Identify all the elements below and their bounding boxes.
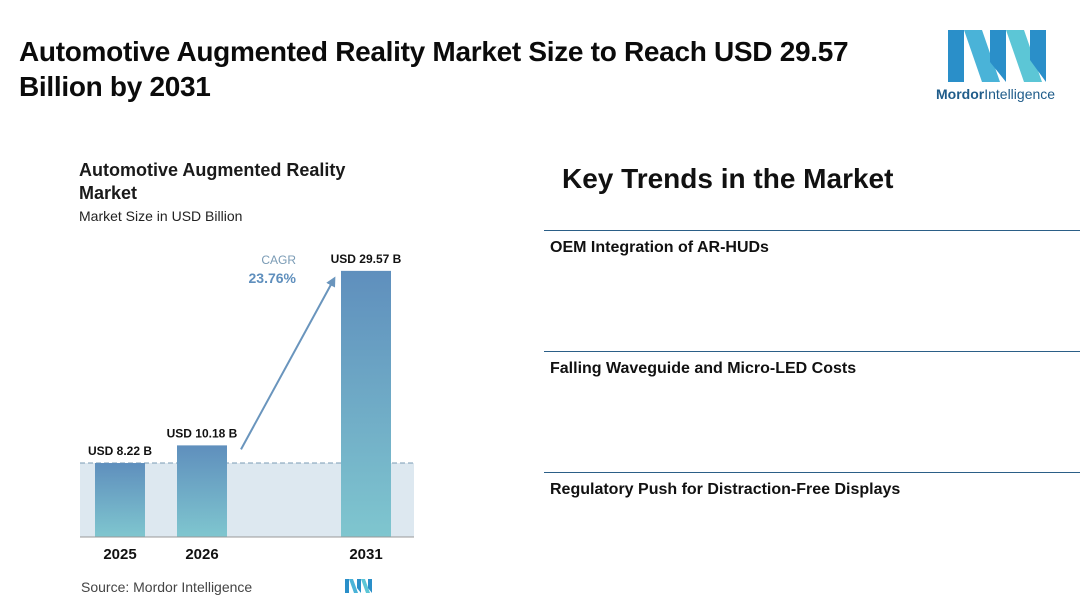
chart-source: Source: Mordor Intelligence bbox=[81, 579, 253, 595]
trend-label: OEM Integration of AR-HUDs bbox=[550, 239, 769, 256]
source-logo-icon bbox=[345, 579, 372, 593]
trend-item-1: OEM Integration of AR-HUDs bbox=[544, 230, 1080, 257]
trend-label: Regulatory Push for Distraction-Free Dis… bbox=[550, 481, 901, 498]
x-tick-2031: 2031 bbox=[349, 546, 382, 563]
page-headline: Automotive Augmented Reality Market Size… bbox=[19, 36, 849, 102]
data-label-2026: USD 10.18 B bbox=[167, 426, 238, 440]
bar-2031 bbox=[341, 270, 391, 537]
x-tick-2026: 2026 bbox=[185, 546, 218, 563]
data-label-2031: USD 29.57 B bbox=[331, 252, 402, 266]
trend-item-3: Regulatory Push for Distraction-Free Dis… bbox=[544, 472, 1080, 499]
mordor-intelligence-logo bbox=[948, 30, 1046, 82]
trends-title: Key Trends in the Market bbox=[562, 163, 894, 194]
bar-2025 bbox=[95, 463, 145, 537]
cagr-value: 23.76% bbox=[249, 270, 297, 286]
x-tick-2025: 2025 bbox=[103, 546, 136, 563]
trend-item-2: Falling Waveguide and Micro-LED Costs bbox=[544, 351, 1080, 378]
trend-label: Falling Waveguide and Micro-LED Costs bbox=[550, 360, 857, 377]
cagr-label: CAGR bbox=[261, 253, 296, 267]
bar-2026 bbox=[177, 445, 227, 537]
bar-chart: USD 8.22 B 2025 USD 10.18 B 2026 USD 29.57 B… bbox=[80, 252, 414, 563]
chart-title: Automotive Augmented Reality Market bbox=[79, 160, 346, 203]
logo-wordmark: MordorIntelligence bbox=[936, 86, 1055, 102]
logo-word-intelligence: Intelligence bbox=[984, 86, 1056, 102]
data-label-2025: USD 8.22 B bbox=[88, 444, 152, 458]
logo-word-mordor: Mordor bbox=[936, 86, 985, 102]
chart-subtitle: Market Size in USD Billion bbox=[79, 208, 243, 224]
cagr-arrow bbox=[240, 276, 336, 450]
